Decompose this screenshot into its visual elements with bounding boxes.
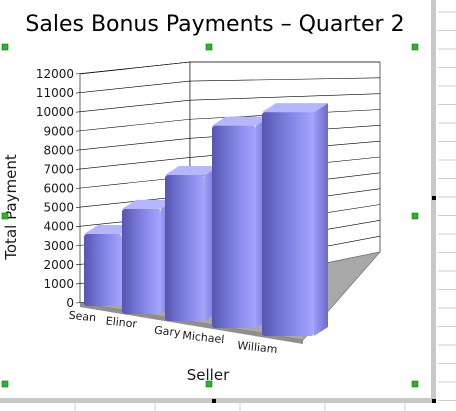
bar-side: [314, 103, 328, 336]
y-axis-title: Total Payment: [2, 154, 20, 261]
frame-resize-handle[interactable]: [212, 399, 216, 403]
y-tick-label: 11000: [36, 86, 74, 100]
selection-handle[interactable]: [411, 380, 419, 388]
frame-right-border: [431, 0, 436, 402]
gridline-left: [75, 99, 191, 113]
selection-handle[interactable]: [205, 380, 213, 388]
y-tick-label: 1000: [43, 277, 74, 291]
bar-front: [84, 233, 122, 306]
y-tick-label: 5000: [43, 201, 74, 215]
y-tick-label: 0: [66, 296, 74, 310]
selection-handle[interactable]: [411, 212, 419, 220]
bar: [165, 166, 219, 321]
y-tick-label: 10000: [36, 105, 74, 119]
chart-title: Sales Bonus Payments – Quarter 2: [25, 12, 404, 37]
y-tick-label: 6000: [43, 182, 74, 196]
y-tick-labels: 0 1000 2000 3000 4000 5000 6000 7000 8000 9000 100…: [36, 67, 74, 310]
gridline-back: [189, 93, 381, 101]
bar-front: [262, 112, 314, 336]
bar-front: [212, 125, 256, 329]
frame-bottom-border: [0, 398, 436, 403]
selection-handle[interactable]: [205, 43, 213, 51]
gridline-left: [75, 118, 191, 132]
bar-top: [165, 166, 219, 176]
y-tick-label: 7000: [43, 162, 74, 176]
frame-resize-handle[interactable]: [432, 399, 436, 403]
bar-front: [165, 175, 205, 321]
selection-handle[interactable]: [1, 212, 9, 220]
gridline-left: [75, 80, 191, 94]
bar: [212, 116, 270, 329]
gridline-left: [75, 138, 191, 151]
gridline-back: [189, 77, 381, 82]
category-label: William: [237, 339, 278, 356]
bar-top: [212, 116, 270, 126]
y-tick-label: 8000: [43, 143, 74, 157]
frame-resize-handle[interactable]: [432, 196, 436, 200]
bar-top: [122, 199, 175, 209]
y-tick-label: 12000: [36, 67, 74, 81]
bar-front: [122, 208, 161, 314]
x-axis-title: Seller: [187, 366, 230, 384]
bar-top: [262, 103, 328, 113]
bars: [84, 103, 328, 336]
y-tick-label: 2000: [43, 258, 74, 272]
category-label: Michael: [182, 329, 225, 346]
gridline-left: [75, 157, 191, 170]
y-tick-label: 9000: [43, 124, 74, 138]
selection-handle[interactable]: [1, 43, 9, 51]
gridline-left: [75, 61, 191, 75]
y-tick-label: 3000: [43, 239, 74, 253]
selection-handle[interactable]: [1, 380, 9, 388]
category-label: Sean: [68, 309, 97, 325]
bar: [262, 103, 328, 336]
y-tick-label: 4000: [43, 220, 74, 234]
category-labels: Sean Elinor Gary Michael William: [68, 309, 278, 356]
selection-handles: [1, 43, 436, 403]
category-label: Elinor: [105, 314, 138, 330]
category-label: Gary: [154, 324, 182, 340]
selection-handle[interactable]: [411, 43, 419, 51]
